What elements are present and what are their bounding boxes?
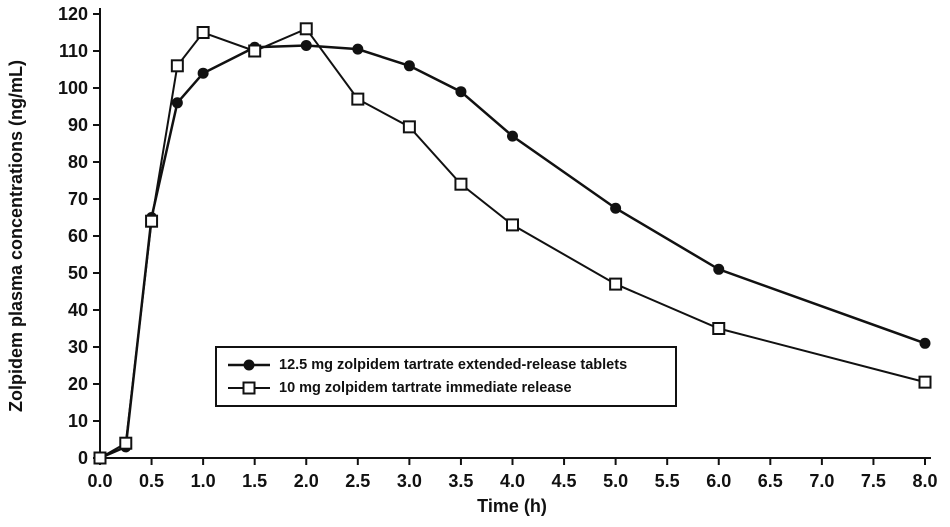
data-point-extended-release	[197, 67, 209, 79]
y-tick-label: 20	[68, 374, 88, 394]
data-point-immediate-release	[145, 214, 159, 228]
data-point-extended-release	[610, 202, 622, 214]
x-tick-label: 5.0	[603, 471, 628, 491]
x-tick-label: 3.5	[448, 471, 473, 491]
data-point-extended-release	[713, 263, 725, 275]
data-point-extended-release	[352, 43, 364, 55]
x-tick-label: 2.5	[345, 471, 370, 491]
data-point-extended-release	[300, 39, 312, 51]
x-tick-label: 4.0	[500, 471, 525, 491]
series-line-immediate-release	[99, 27, 926, 459]
open-square-marker-icon	[228, 381, 270, 394]
y-tick-label: 30	[68, 337, 88, 357]
y-tick-label: 90	[68, 115, 88, 135]
filled-circle-marker-icon	[228, 359, 270, 370]
x-tick-label: 1.5	[242, 471, 267, 491]
data-point-immediate-release	[402, 120, 416, 134]
data-point-extended-release	[919, 337, 931, 349]
legend-item-extended-release: 12.5 mg zolpidem tartrate extended-relea…	[227, 353, 665, 376]
data-point-extended-release	[171, 97, 183, 109]
x-tick-label: 7.5	[861, 471, 886, 491]
data-point-immediate-release	[119, 436, 133, 450]
data-point-immediate-release	[93, 451, 107, 465]
x-tick-label: 8.0	[912, 471, 937, 491]
data-point-immediate-release	[170, 59, 184, 73]
x-tick-label: 6.0	[706, 471, 731, 491]
y-tick-label: 40	[68, 300, 88, 320]
data-point-immediate-release	[506, 218, 519, 232]
legend-label-immediate-release: 10 mg zolpidem tartrate immediate releas…	[279, 379, 572, 396]
x-tick-label: 0.0	[87, 471, 112, 491]
x-tick-label: 1.0	[191, 471, 216, 491]
y-tick-label: 60	[68, 226, 88, 246]
legend-label-extended-release: 12.5 mg zolpidem tartrate extended-relea…	[279, 356, 628, 373]
legend: 12.5 mg zolpidem tartrate extended-relea…	[215, 346, 677, 407]
y-tick-label: 120	[58, 4, 88, 24]
x-tick-label: 3.0	[397, 471, 422, 491]
data-point-immediate-release	[918, 375, 932, 389]
data-point-immediate-release	[609, 277, 623, 291]
y-tick-label: 50	[68, 263, 88, 283]
x-axis-title: Time (h)	[477, 496, 547, 516]
y-axis-title: Zolpidem plasma concentrations (ng/mL)	[6, 60, 26, 412]
y-tick-label: 0	[78, 448, 88, 468]
data-point-immediate-release	[712, 322, 726, 335]
data-point-immediate-release	[299, 22, 313, 36]
legend-item-immediate-release: 10 mg zolpidem tartrate immediate releas…	[227, 376, 665, 399]
data-point-extended-release	[455, 86, 467, 98]
data-point-immediate-release	[248, 44, 262, 58]
data-point-immediate-release	[454, 177, 468, 191]
x-tick-label: 6.5	[758, 471, 783, 491]
x-tick-label: 0.5	[139, 471, 164, 491]
plot-area: 0 10 20 30 40 50 60 70 80 90 100 110 120 0.0 0.5 1.0 1.5…	[58, 4, 938, 491]
data-point-immediate-release	[351, 92, 365, 106]
y-tick-label: 100	[58, 78, 88, 98]
data-point-extended-release	[507, 130, 518, 142]
y-tick-label: 70	[68, 189, 88, 209]
y-tick-label: 80	[68, 152, 88, 172]
x-tick-label: 4.5	[552, 471, 577, 491]
y-tick-label: 10	[68, 411, 88, 431]
data-point-immediate-release	[196, 26, 210, 39]
y-tick-label: 110	[59, 41, 88, 61]
data-point-extended-release	[403, 60, 415, 72]
x-tick-label: 7.0	[809, 471, 834, 491]
x-tick-label: 2.0	[294, 471, 319, 491]
x-tick-label: 5.5	[655, 471, 680, 491]
